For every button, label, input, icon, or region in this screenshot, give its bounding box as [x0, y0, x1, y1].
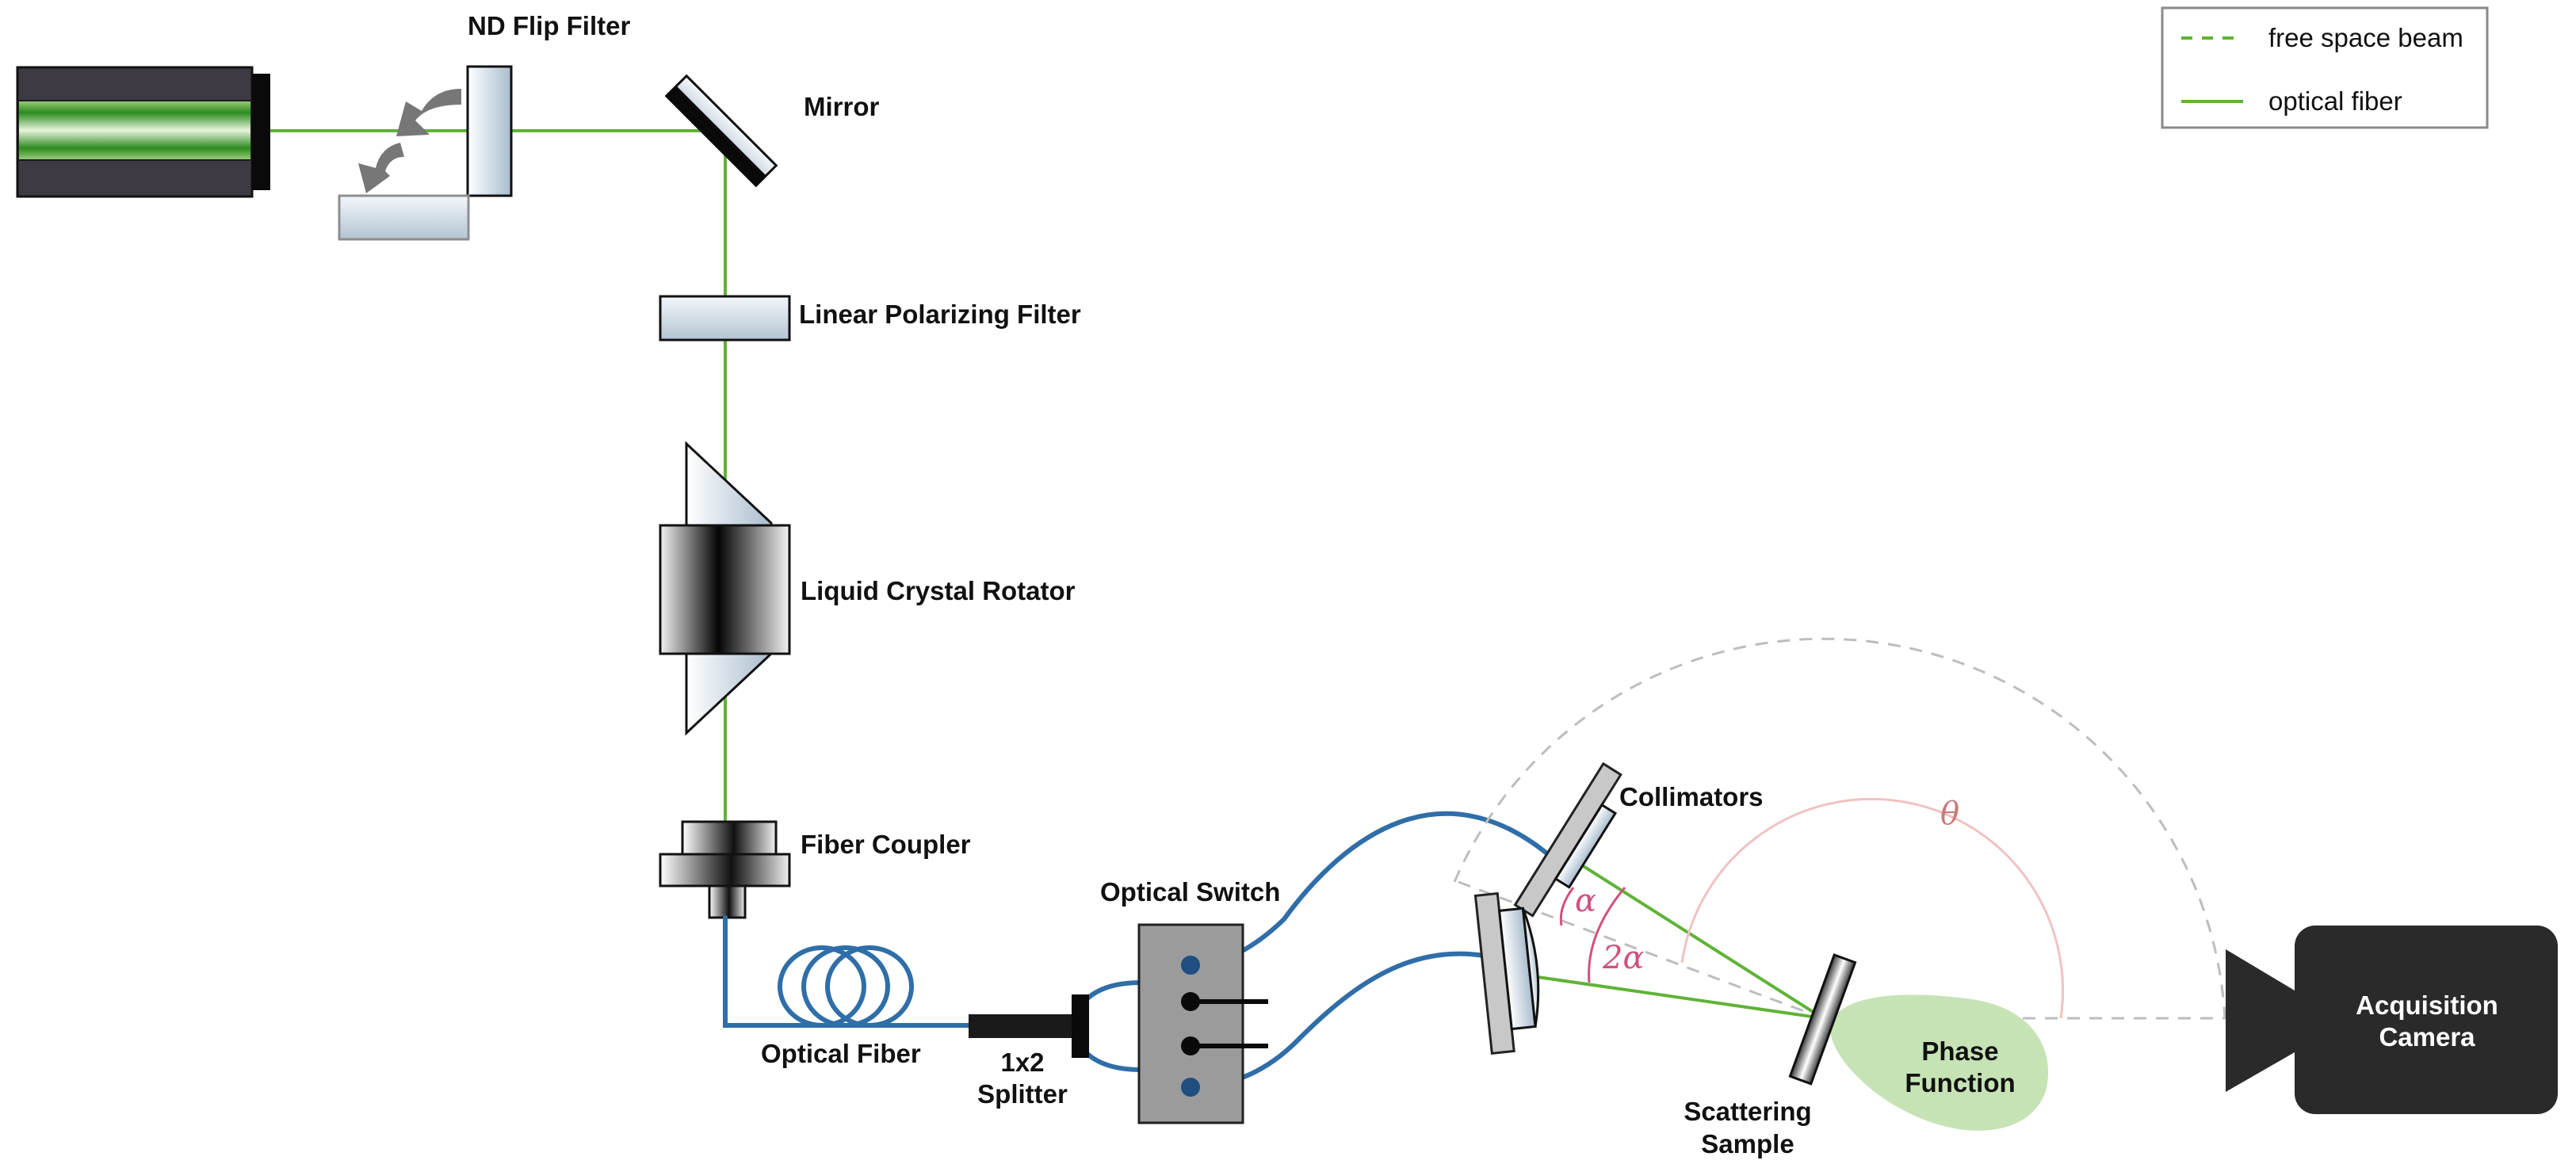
label-scattering-sample: Sample: [1701, 1129, 1794, 1158]
mirror: [664, 74, 778, 188]
optical-switch: [1137, 923, 1268, 1124]
collimators: [1473, 761, 1622, 1055]
fiber-splitter: [969, 994, 1089, 1058]
angle-markers: [1559, 887, 1626, 983]
label-linear-polarizing-filter: Linear Polarizing Filter: [799, 300, 1081, 329]
acquisition-camera-label: Camera: [2379, 1022, 2475, 1052]
phase-function-lobe: [1829, 994, 2049, 1131]
label-nd-flip-filter: ND Flip Filter: [468, 11, 630, 40]
nd-flip-filter: [338, 65, 513, 241]
label-phase-function: Phase: [1921, 1036, 1998, 1066]
legend-free-space-beam: free space beam: [2268, 23, 2463, 52]
scattering-sample: [1788, 953, 1857, 1086]
label-mirror: Mirror: [804, 92, 880, 121]
acquisition-camera: [2226, 926, 2558, 1114]
label-theta: θ: [1940, 796, 1959, 832]
flip-arrow-icon: [358, 89, 461, 193]
laser-source: [16, 66, 270, 198]
legend: free space beam optical fiber: [2161, 6, 2489, 129]
label-optical-fiber: Optical Fiber: [761, 1039, 921, 1068]
acquisition-camera-label: Acquisition: [2356, 991, 2498, 1020]
label-splitter: 1x2: [1000, 1048, 1044, 1077]
label-phase-function: Function: [1905, 1068, 2015, 1097]
label-two-alpha: 2α: [1602, 940, 1644, 976]
legend-optical-fiber: optical fiber: [2268, 86, 2402, 116]
label-optical-switch: Optical Switch: [1100, 877, 1280, 907]
liquid-crystal-rotator: [659, 441, 791, 736]
fiber-coupler: [659, 820, 791, 919]
linear-polarizing-filter: [659, 295, 791, 342]
label-liquid-crystal-rotator: Liquid Crystal Rotator: [801, 576, 1076, 605]
label-alpha: α: [1575, 883, 1596, 919]
label-scattering-sample: Scattering: [1684, 1097, 1811, 1126]
label-splitter: Splitter: [977, 1079, 1068, 1109]
label-collimators: Collimators: [1619, 782, 1764, 811]
label-fiber-coupler: Fiber Coupler: [801, 830, 971, 859]
